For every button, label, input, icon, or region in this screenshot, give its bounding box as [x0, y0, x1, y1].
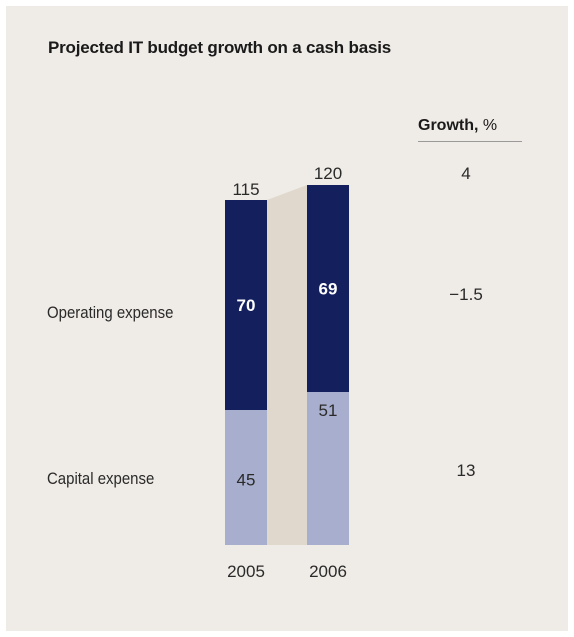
growth-capital: 13	[456, 461, 476, 480]
growth-column-header: Growth, %	[418, 117, 528, 135]
series-label-operating: Operating expense	[47, 303, 174, 322]
growth-header-rule	[418, 141, 522, 142]
bar-label-capital-2005: 45	[237, 471, 256, 490]
bar-capital-2006	[307, 392, 349, 545]
x-tick-2006: 2006	[309, 562, 347, 581]
chart-title: Projected IT budget growth on a cash bas…	[48, 38, 391, 57]
total-label-2005: 115	[232, 180, 260, 199]
bar-label-operating-2005: 70	[237, 296, 256, 315]
series-label-capital: Capital expense	[47, 469, 155, 488]
bar-label-capital-2006: 51	[319, 401, 338, 420]
bar-label-operating-2006: 69	[319, 280, 338, 299]
growth-header-label: Growth,	[418, 117, 479, 134]
growth-header-unit: %	[482, 117, 498, 134]
growth-total: 4	[461, 164, 471, 183]
growth-operating: −1.5	[449, 285, 483, 304]
bar-operating-2006	[307, 185, 349, 392]
bar-operating-2005	[225, 200, 267, 410]
x-tick-2005: 2005	[227, 562, 265, 581]
bar-capital-2005	[225, 410, 267, 545]
total-label-2006: 120	[313, 164, 343, 183]
bar-connector-band	[267, 185, 307, 545]
